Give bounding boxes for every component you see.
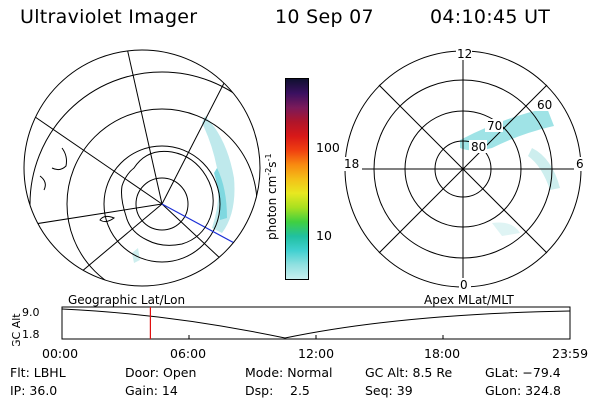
- polar-mlt-plot: 80 70 60 12 18 6 0: [342, 48, 588, 292]
- gc-alt-status: GC Alt: 8.5 Re: [365, 365, 453, 380]
- continent-outline: [99, 150, 214, 246]
- mlt-label-18: 18: [344, 157, 359, 171]
- colorbar: [285, 78, 309, 280]
- glon-status: GLon: 324.8: [485, 383, 561, 398]
- mlat-label-80: 80: [471, 140, 486, 154]
- mode-status: Mode: Normal: [245, 365, 333, 380]
- timeline-plot: GC Alt 9.0 1.8: [10, 306, 571, 346]
- mlt-label-0: 0: [460, 278, 468, 292]
- altitude-curve: [61, 308, 571, 339]
- mlat-label-70: 70: [487, 119, 502, 133]
- door-status: Door: Open: [125, 365, 197, 380]
- timeline-frame: [61, 306, 571, 340]
- mlt-spokes: [345, 51, 581, 287]
- filter-status: Flt: LBHL: [10, 365, 66, 380]
- glat-status: GLat: −79.4: [485, 365, 561, 380]
- x-tick-1200: 12:00: [298, 346, 335, 361]
- dsp-value: 2.5: [290, 383, 310, 398]
- y-axis-title: GC Alt: [10, 313, 23, 346]
- colorbar-tick-100: 100: [316, 140, 340, 155]
- x-tick-1800: 18:00: [424, 346, 461, 361]
- aurora-emission: [460, 108, 554, 151]
- x-tick-0000: 00:00: [42, 346, 79, 361]
- geographic-map: [23, 49, 261, 287]
- app-title: Ultraviolet Imager: [20, 6, 198, 28]
- x-ticks: [188, 335, 444, 339]
- date-label: 10 Sep 07: [275, 6, 374, 28]
- seq-status: Seq: 39: [365, 383, 413, 398]
- svg-text:photon cm-2s-1: photon cm-2s-1: [264, 153, 279, 240]
- map-border: [23, 49, 261, 287]
- x-tick-0600: 06:00: [170, 346, 207, 361]
- apex-label: Apex MLat/MLT: [424, 293, 514, 307]
- colorbar-tick-10: 10: [316, 228, 332, 243]
- gain-status: Gain: 14: [125, 383, 178, 398]
- coastline-fragment: [39, 175, 46, 191]
- x-tick-2359: 23:59: [552, 346, 589, 361]
- time-label: 04:10:45 UT: [430, 6, 551, 28]
- ip-status: IP: 36.0: [10, 383, 58, 398]
- y-tick-bottom: 1.8: [22, 328, 40, 341]
- aurora-emission: [492, 222, 520, 236]
- mlat-label-60: 60: [537, 98, 552, 112]
- dsp-label: Dsp:: [245, 383, 274, 398]
- mlt-label-6: 6: [576, 157, 584, 171]
- y-tick-top: 9.0: [22, 306, 40, 319]
- colorbar-label: photon cm-2s-1: [264, 153, 279, 240]
- geographic-label: Geographic Lat/Lon: [68, 293, 186, 307]
- mlt-label-12: 12: [457, 48, 472, 61]
- coastline-fragment: [51, 147, 67, 171]
